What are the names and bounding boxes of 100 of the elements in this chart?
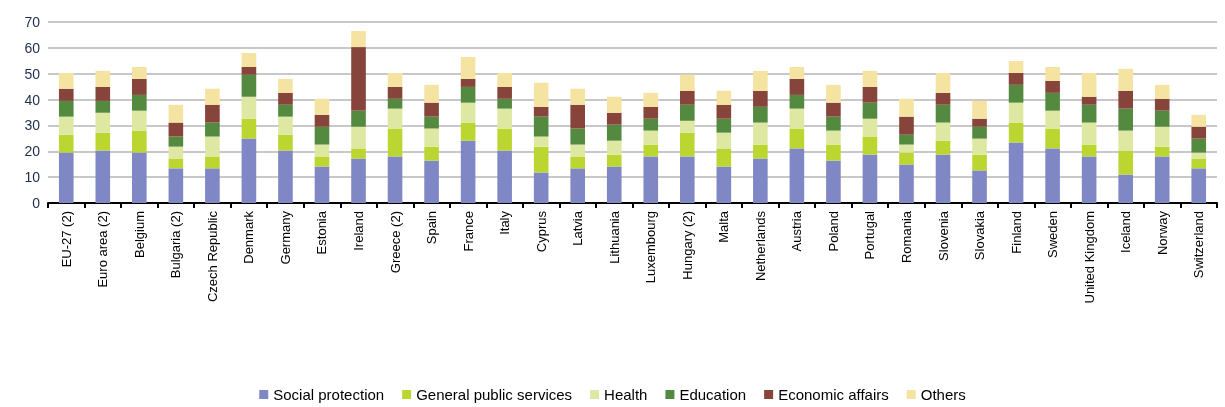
bar xyxy=(387,156,403,203)
bar xyxy=(1008,102,1024,123)
bar xyxy=(1045,80,1060,93)
bar xyxy=(1008,142,1024,203)
bar xyxy=(643,156,659,203)
bar xyxy=(278,134,293,151)
bar xyxy=(826,102,841,117)
bar xyxy=(570,104,586,129)
bar xyxy=(1118,68,1133,91)
x-tick-label: Romania xyxy=(898,210,914,264)
bar xyxy=(278,92,293,105)
bar xyxy=(1118,90,1133,109)
bar xyxy=(58,116,74,135)
bar xyxy=(1081,72,1097,97)
bar xyxy=(862,154,878,203)
legend-label: Economic affairs xyxy=(778,386,889,403)
bar xyxy=(58,72,74,89)
bar xyxy=(95,150,111,203)
bar xyxy=(716,166,732,203)
bar xyxy=(1191,168,1207,203)
bar xyxy=(679,132,695,157)
bar xyxy=(1191,152,1207,159)
bar xyxy=(168,136,184,147)
bar xyxy=(1081,156,1097,203)
bar xyxy=(314,166,330,203)
bar xyxy=(643,144,659,157)
bar xyxy=(826,84,841,103)
bar xyxy=(606,124,622,141)
bar xyxy=(387,86,403,99)
bar xyxy=(753,122,768,145)
bar xyxy=(497,98,512,109)
bar xyxy=(497,72,512,87)
bar xyxy=(278,104,293,117)
y-tick-label: 50 xyxy=(24,65,41,82)
bar xyxy=(387,72,403,87)
bar xyxy=(1154,126,1170,147)
bar xyxy=(1045,92,1060,111)
y-tick-label: 60 xyxy=(24,39,41,56)
bar xyxy=(387,128,403,157)
bar xyxy=(972,100,987,119)
bar xyxy=(716,118,732,133)
bar xyxy=(1154,146,1170,157)
legend-label: Others xyxy=(920,386,966,403)
bar xyxy=(205,168,220,203)
bar xyxy=(1191,158,1207,169)
bar xyxy=(753,106,768,123)
bar xyxy=(424,128,439,147)
bar xyxy=(1045,66,1060,81)
bar xyxy=(826,160,841,203)
bar xyxy=(1154,98,1170,111)
bar xyxy=(1191,138,1207,153)
x-tick-label: Malta xyxy=(716,210,732,243)
bar xyxy=(570,128,586,145)
x-tick-label: Lithuania xyxy=(606,210,622,264)
bar xyxy=(789,78,805,95)
x-tick-label: Hungary (2) xyxy=(679,211,695,280)
bar xyxy=(679,104,695,121)
bar xyxy=(679,90,695,105)
bar xyxy=(278,116,293,135)
bar xyxy=(643,106,659,119)
bar xyxy=(132,78,147,95)
bar xyxy=(1081,122,1097,145)
y-tick-label: 30 xyxy=(24,117,41,134)
bar xyxy=(716,132,732,149)
bar xyxy=(314,156,330,167)
bar xyxy=(241,96,257,119)
bar xyxy=(679,74,695,91)
bar xyxy=(716,90,732,105)
legend-label: Social protection xyxy=(273,386,385,403)
bar xyxy=(95,100,111,113)
bar xyxy=(168,104,184,123)
bar xyxy=(935,104,951,123)
bar xyxy=(753,90,768,107)
bar xyxy=(533,146,549,173)
bar xyxy=(460,102,476,123)
bar xyxy=(241,138,257,203)
bar xyxy=(533,106,549,117)
bar xyxy=(753,70,768,91)
bar xyxy=(533,136,549,147)
bar xyxy=(278,150,293,203)
bar xyxy=(972,154,987,171)
bar xyxy=(789,148,805,203)
bar xyxy=(205,122,220,137)
x-tick-label: Slovenia xyxy=(935,210,951,261)
bar xyxy=(132,94,147,111)
bar xyxy=(497,128,512,151)
bar xyxy=(497,86,512,99)
y-tick-label: 40 xyxy=(24,91,41,108)
bar xyxy=(351,110,366,127)
bar xyxy=(1045,148,1060,203)
bar xyxy=(716,148,732,167)
bar xyxy=(351,158,366,203)
bar xyxy=(424,102,439,117)
bar xyxy=(1081,104,1097,123)
x-tick-label: Poland xyxy=(825,211,841,252)
bar xyxy=(753,158,768,203)
bar xyxy=(351,148,366,159)
bar xyxy=(826,130,841,145)
bar xyxy=(424,116,439,129)
bar xyxy=(351,31,366,48)
